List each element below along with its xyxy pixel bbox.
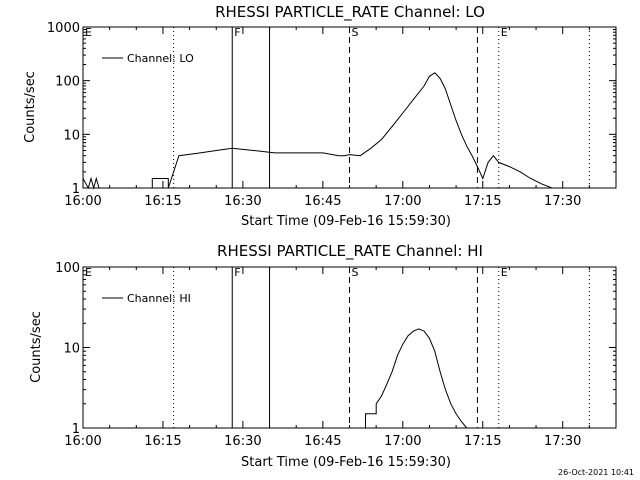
series-line xyxy=(82,72,553,190)
chart-panel-lo: RHESSI PARTICLE_RATE Channel: LO 16:00 16… xyxy=(23,3,617,229)
event-marker-label: E xyxy=(501,26,508,39)
y-tick-label: 10 xyxy=(63,128,80,143)
x-tick-label: 17:00 xyxy=(384,434,421,449)
x-tick-label: 16:30 xyxy=(224,194,261,209)
chart-panel-hi: RHESSI PARTICLE_RATE Channel: HI 16:00 16… xyxy=(29,242,617,470)
x-tick-label: 16:00 xyxy=(64,434,101,449)
y-tick-label: 100 xyxy=(55,261,80,276)
legend-label: Channel: LO xyxy=(127,52,194,65)
x-tick-label: 16:15 xyxy=(144,194,181,209)
chart-title: RHESSI PARTICLE_RATE Channel: LO xyxy=(215,3,485,22)
legend: Channel: LO xyxy=(102,52,194,65)
y-tick-label: 10 xyxy=(63,342,80,357)
x-tick-label: 16:15 xyxy=(144,434,181,449)
series-line xyxy=(365,328,468,429)
event-marker-label: E xyxy=(85,266,92,279)
event-marker-label: F xyxy=(234,26,240,39)
event-marker-label: S xyxy=(352,26,359,39)
legend-label: Channel: HI xyxy=(127,292,191,305)
x-axis-label: Start Time (09-Feb-16 15:59:30) xyxy=(241,455,451,470)
x-tick-label: 17:00 xyxy=(384,194,421,209)
x-tick-label: 16:30 xyxy=(224,434,261,449)
x-tick-label: 17:15 xyxy=(464,194,501,209)
x-tick-label: 17:15 xyxy=(464,434,501,449)
event-marker-label: S xyxy=(352,266,359,279)
event-marker-label: F xyxy=(234,266,240,279)
x-tick-label: 17:30 xyxy=(544,194,581,209)
x-tick-label: 16:45 xyxy=(304,434,341,449)
x-tick-label: 16:45 xyxy=(304,194,341,209)
y-axis-label: Counts/sec xyxy=(23,71,38,143)
footer-timestamp: 26-Oct-2021 10:41 xyxy=(558,468,634,477)
legend: Channel: HI xyxy=(102,292,191,305)
chart-title: RHESSI PARTICLE_RATE Channel: HI xyxy=(217,242,483,261)
x-axis-label: Start Time (09-Feb-16 15:59:30) xyxy=(241,214,451,229)
x-tick-label: 17:30 xyxy=(544,434,581,449)
x-tick-label: 16:00 xyxy=(64,194,101,209)
y-tick-label: 1 xyxy=(72,422,80,437)
event-marker-label: E xyxy=(85,26,92,39)
y-tick-label: 1 xyxy=(72,182,80,197)
y-axis-label: Counts/sec xyxy=(29,311,44,383)
event-marker-label: E xyxy=(501,266,508,279)
y-tick-label: 1000 xyxy=(47,21,80,36)
y-tick-label: 100 xyxy=(55,75,80,90)
